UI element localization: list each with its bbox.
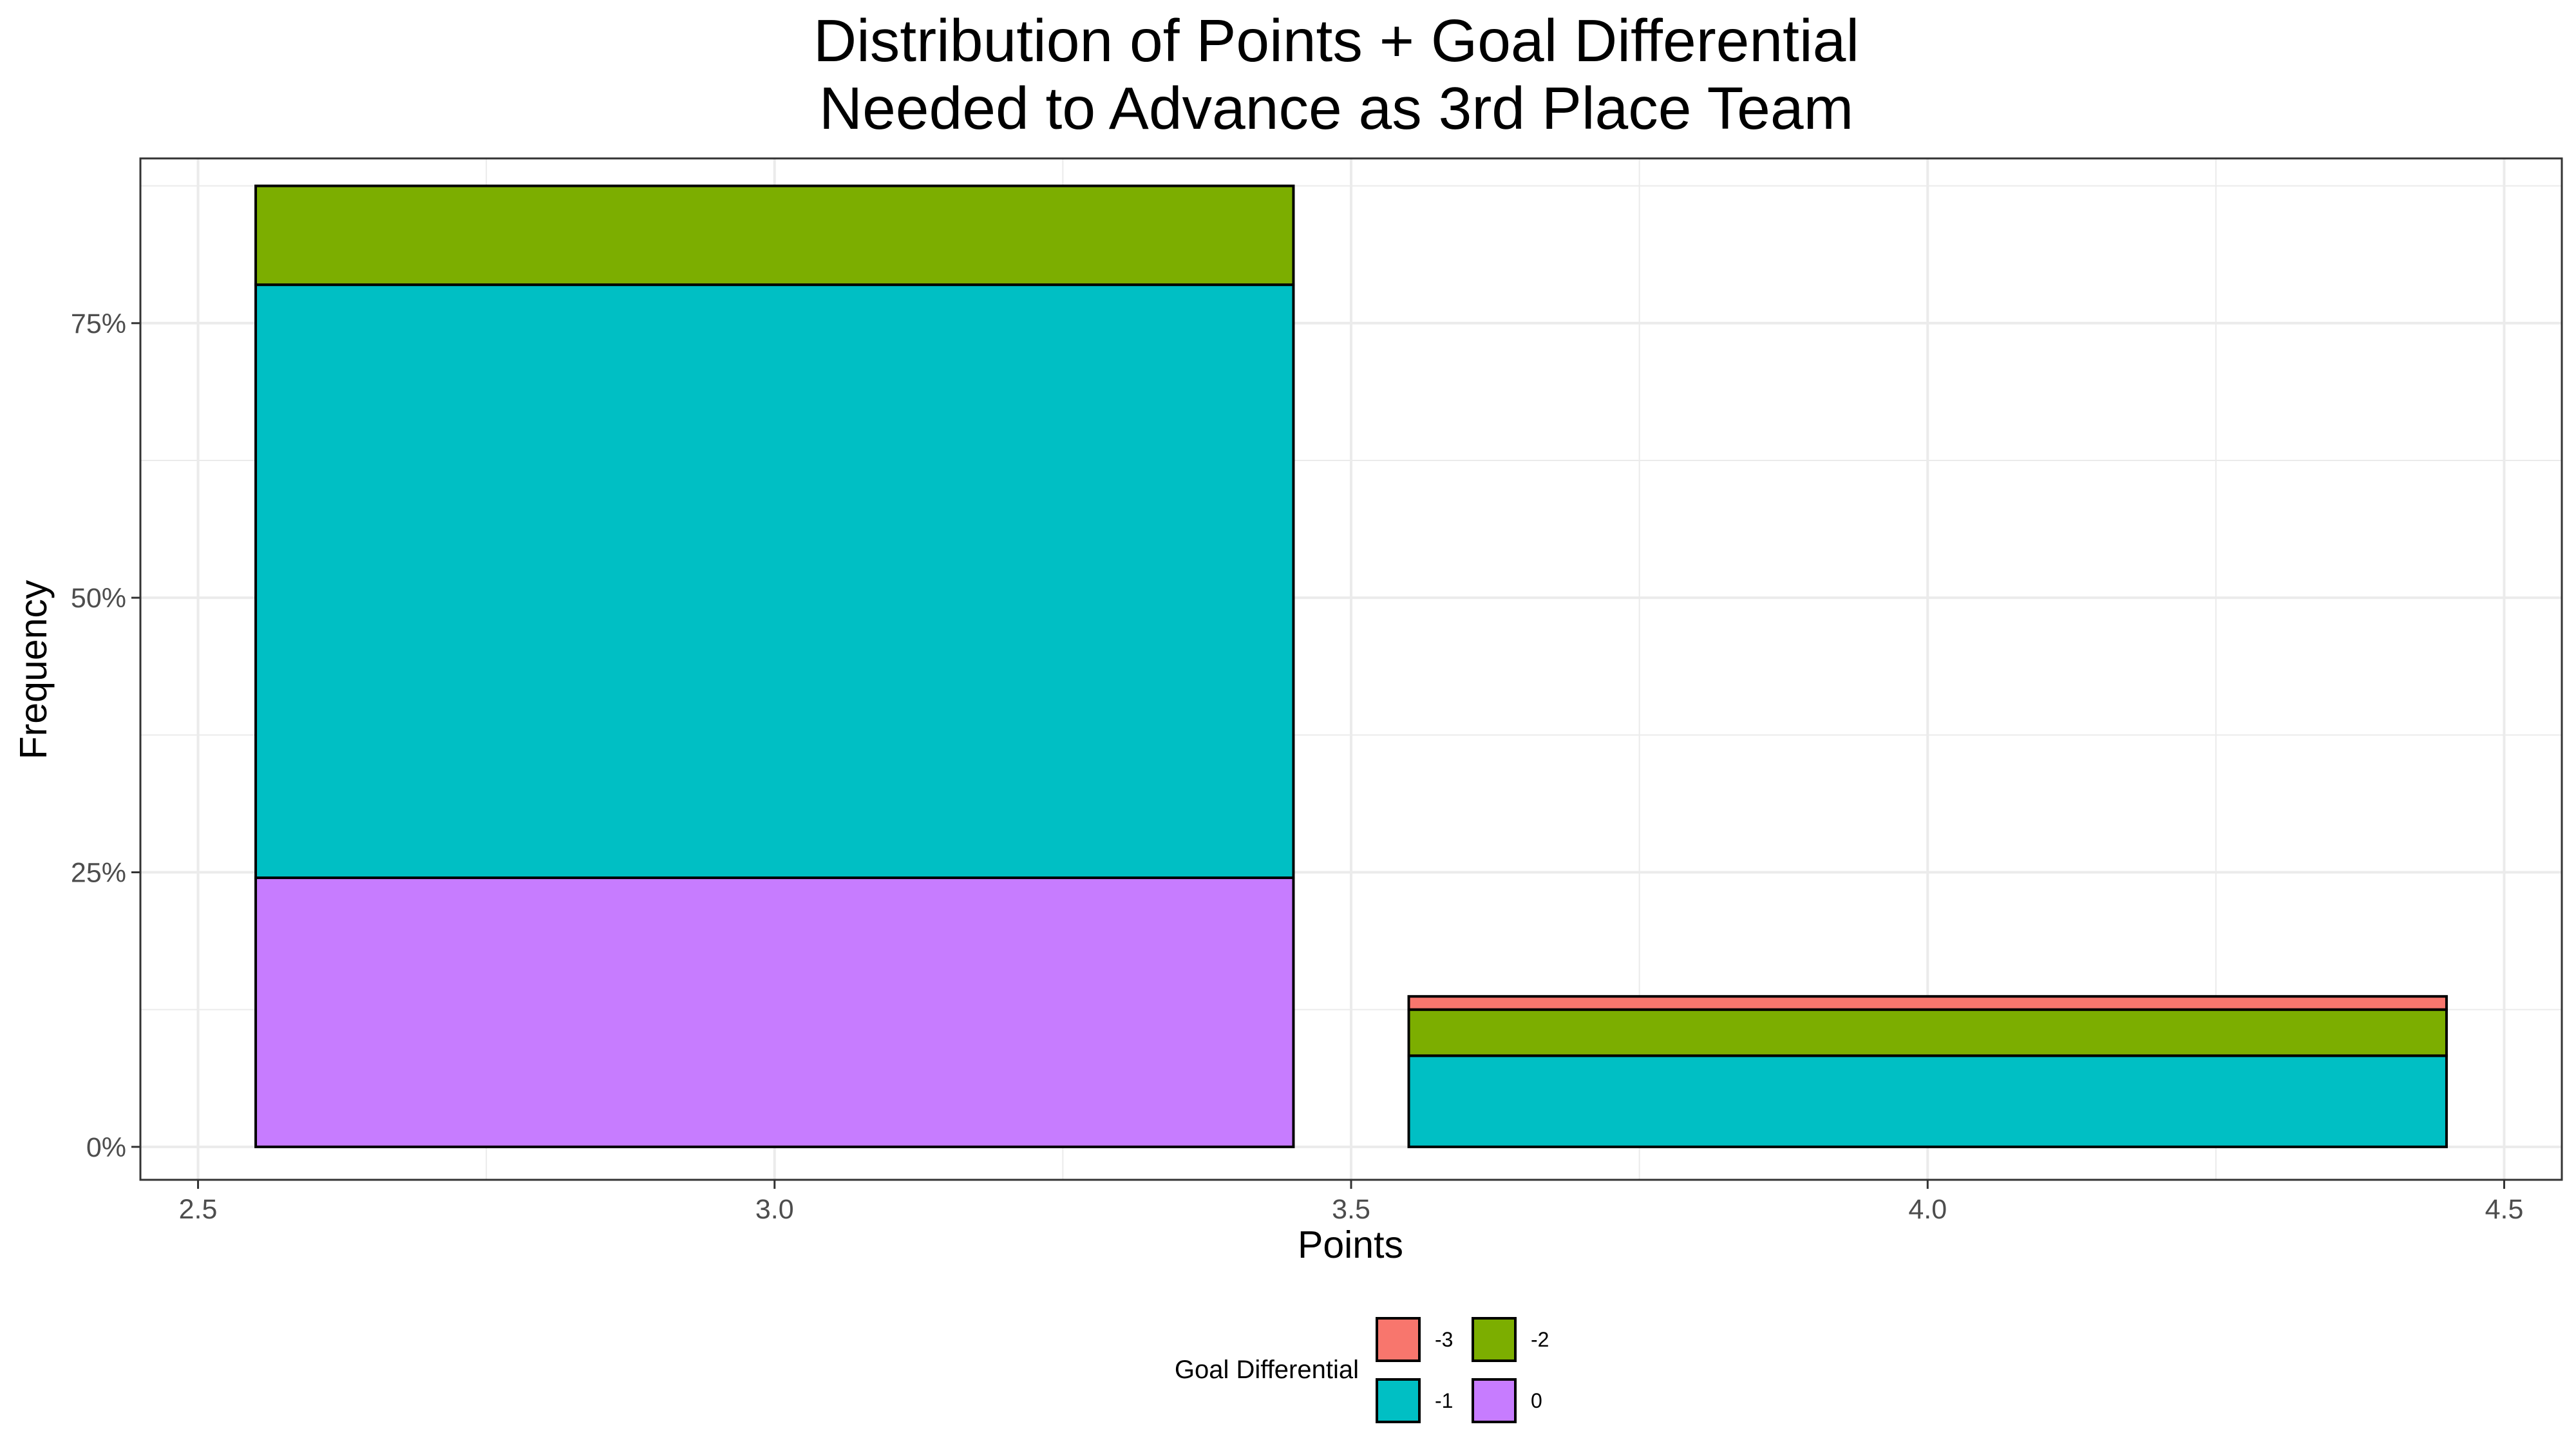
legend-label--2: -2 — [1531, 1328, 1549, 1351]
y-axis-title: Frequency — [12, 580, 55, 759]
y-tick-label: 50% — [71, 583, 126, 614]
x-tick-label: 4.5 — [2485, 1194, 2524, 1225]
legend-key--3 — [1376, 1317, 1421, 1362]
x-tick-label: 4.0 — [1908, 1194, 1947, 1225]
legend-key--2 — [1472, 1317, 1517, 1362]
x-tick-label: 3.0 — [755, 1194, 794, 1225]
legend-label--3: -3 — [1435, 1328, 1453, 1351]
bar-segment-points-4-gd--2 — [1407, 1008, 2448, 1057]
bar-segment-points-3-gd-0 — [254, 876, 1295, 1148]
bars — [254, 184, 2448, 1148]
legend: Goal Differential -3 -2 -1 0 — [1175, 1317, 1549, 1423]
chart-title-line-2: Needed to Advance as 3rd Place Team — [819, 75, 1853, 142]
legend-label--1: -1 — [1435, 1389, 1453, 1412]
x-axis-title: Points — [1298, 1224, 1403, 1266]
x-tick-label: 2.5 — [179, 1194, 218, 1225]
chart-title-line-1: Distribution of Points + Goal Differenti… — [813, 7, 1859, 74]
bar-segment-points-3-gd--1 — [254, 283, 1295, 880]
y-tick-label: 0% — [86, 1132, 126, 1163]
x-tick-label: 3.5 — [1332, 1194, 1370, 1225]
bar-segment-points-3-gd--2 — [254, 184, 1295, 287]
legend-title: Goal Differential — [1175, 1356, 1359, 1384]
legend-key-0 — [1472, 1378, 1517, 1423]
bar-segment-points-4-gd--3 — [1407, 995, 2448, 1011]
legend-key--1 — [1376, 1378, 1421, 1423]
bar-segment-points-4-gd--1 — [1407, 1054, 2448, 1148]
legend-label-0: 0 — [1531, 1389, 1542, 1412]
y-tick-label: 75% — [71, 308, 126, 339]
axes: 2.5 3.0 3.5 4.0 4.5 0% 25% 50% 75% — [71, 308, 2523, 1225]
y-tick-label: 25% — [71, 857, 126, 888]
